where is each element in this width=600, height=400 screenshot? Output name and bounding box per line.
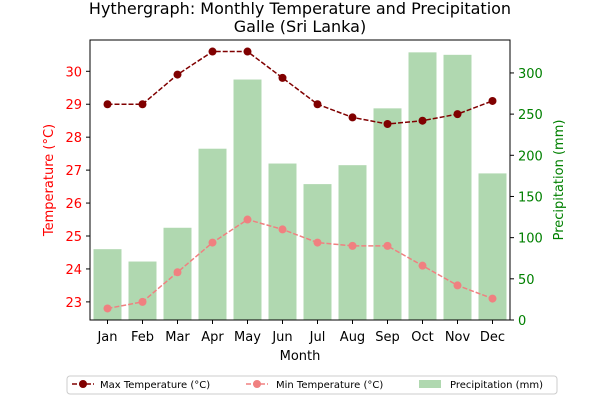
max-temp-point-may (243, 47, 252, 56)
x-tick-label-nov: Nov (445, 330, 471, 345)
axes: Jan Feb Mar Apr May Jun Jul Aug Sep Oct Nov Dec 23 24… (65, 39, 543, 345)
min-temp-point-aug (348, 241, 357, 250)
precipitation-bar-jun (268, 163, 297, 320)
max-temp-point-dec (488, 96, 497, 105)
min-temp-point-jan (103, 304, 112, 313)
min-temp-point-feb (138, 297, 147, 306)
y-right-tick-label-50: 50 (518, 273, 535, 288)
precipitation-bar-nov (443, 54, 472, 321)
max-temp-point-jun (278, 73, 287, 82)
max-temp-point-oct (418, 116, 427, 125)
y-right-tick-label-150: 150 (518, 190, 543, 205)
x-tick-label-aug: Aug (340, 330, 365, 345)
plot-frame (89, 39, 511, 321)
precipitation-bar-sep (373, 108, 402, 321)
x-tick-label-sep: Sep (375, 330, 400, 345)
chart-title-line2: Galle (Sri Lanka) (234, 17, 366, 36)
legend-min-marker (253, 380, 261, 388)
legend-precip-swatch (419, 380, 441, 388)
x-tick-label-apr: Apr (201, 330, 224, 345)
max-temp-point-mar (173, 70, 182, 79)
y-left-tick-label-23: 23 (65, 296, 82, 311)
legend-max-label: Max Temperature (°C) (100, 380, 210, 391)
precipitation-bar-feb (128, 261, 157, 320)
max-temp-point-apr (208, 47, 217, 56)
y-right-tick-label-300: 300 (518, 67, 543, 82)
min-temp-point-apr (208, 238, 217, 247)
x-tick-label-oct: Oct (411, 330, 433, 345)
y-left-tick-label-27: 27 (65, 164, 82, 179)
x-tick-label-jul: Jul (309, 330, 326, 345)
max-temp-line (107, 50, 493, 125)
max-temp-point-nov (453, 110, 462, 119)
precipitation-bar-oct (408, 52, 437, 321)
y-axis-right-label: Precipitation (mm) (552, 120, 567, 241)
min-temp-point-nov (453, 281, 462, 290)
min-temp-point-mar (173, 268, 182, 277)
legend-precip-label: Precipitation (mm) (450, 380, 543, 391)
precipitation-bar-jul (303, 184, 332, 320)
chart-title-line1: Hythergraph: Monthly Temperature and Pre… (89, 0, 511, 18)
temperature-lines (103, 47, 497, 313)
max-temp-point-aug (348, 113, 357, 122)
y-left-tick-label-29: 29 (65, 98, 82, 113)
y-right-tick-label-200: 200 (518, 149, 543, 164)
min-temp-point-oct (418, 261, 427, 270)
min-temp-point-jul (313, 238, 322, 247)
max-temp-point-jul (313, 100, 322, 109)
precipitation-bars (93, 52, 507, 321)
y-left-tick-label-26: 26 (65, 197, 82, 212)
max-temp-point-jan (103, 100, 112, 109)
min-temp-point-dec (488, 294, 497, 303)
y-left-tick-label-28: 28 (65, 131, 82, 146)
x-tick-label-mar: Mar (165, 330, 190, 345)
max-temp-point-sep (383, 120, 392, 128)
min-temp-point-jun (278, 225, 287, 234)
y-right-tick-label-250: 250 (518, 108, 543, 123)
y-left-tick-label-25: 25 (65, 230, 82, 245)
min-temp-line (107, 218, 493, 310)
x-axis-label: Month (280, 349, 321, 364)
x-tick-label-may: May (234, 330, 261, 345)
y-right-tick-label-0: 0 (518, 314, 526, 329)
x-tick-label-jan: Jan (96, 330, 117, 345)
x-tick-label-jun: Jun (271, 330, 292, 345)
y-axis-left-label: Temperature (°C) (42, 124, 57, 237)
y-left-tick-label-30: 30 (65, 65, 82, 80)
precipitation-bar-apr (198, 148, 227, 320)
legend-min-label: Min Temperature (°C) (276, 380, 383, 391)
legend: Max Temperature (°C) Min Temperature (°C… (66, 375, 558, 395)
x-tick-label-dec: Dec (480, 330, 505, 345)
legend-max-marker (79, 380, 87, 388)
precipitation-bar-may (233, 79, 262, 320)
y-right-tick-label-100: 100 (518, 232, 543, 247)
y-left-tick-label-24: 24 (65, 263, 82, 278)
min-temp-point-may (243, 215, 252, 224)
x-tick-label-feb: Feb (131, 330, 154, 345)
min-temp-point-sep (383, 241, 392, 250)
max-temp-point-feb (138, 100, 147, 109)
